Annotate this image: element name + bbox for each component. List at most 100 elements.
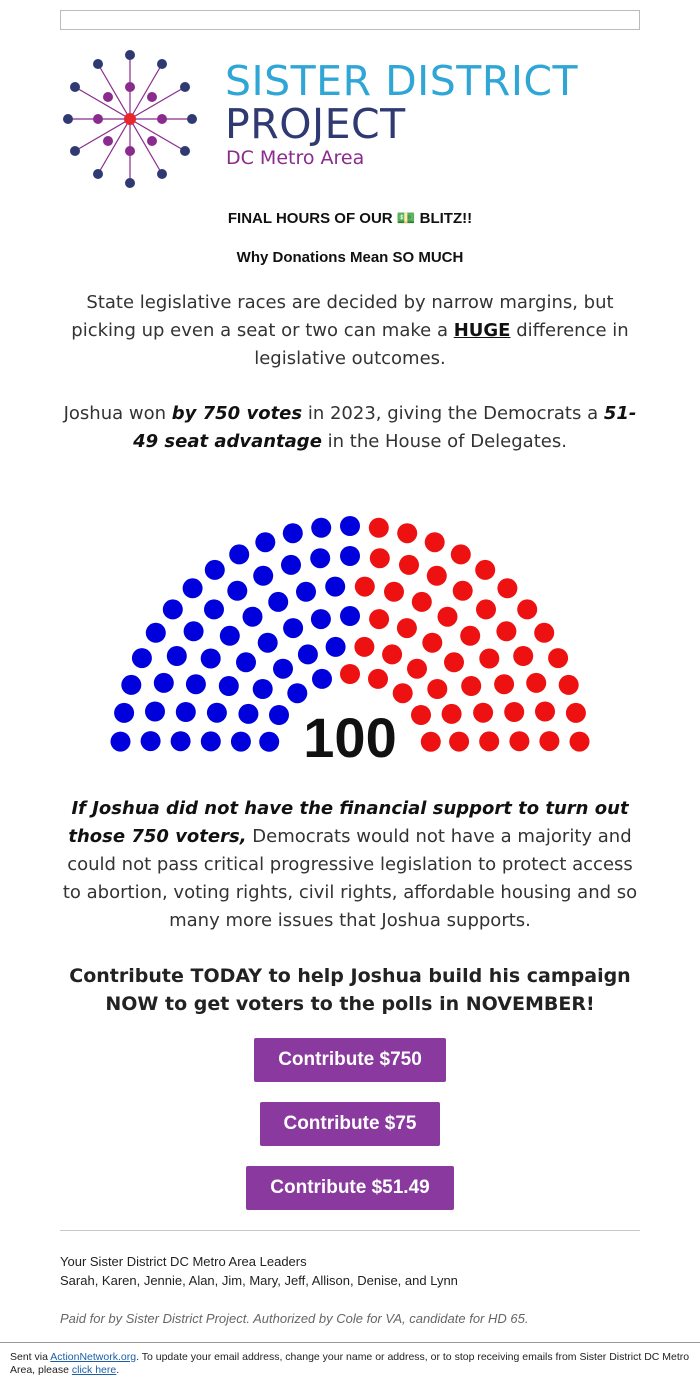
seat-democrat <box>236 652 256 673</box>
seat-democrat <box>312 668 332 689</box>
contribute-51-49-button[interactable]: Contribute $51.49 <box>246 1166 454 1210</box>
seat-republican <box>497 578 518 599</box>
seat-democrat <box>273 658 293 679</box>
seat-republican <box>368 517 389 538</box>
seat-democrat <box>131 648 152 669</box>
seat-democrat <box>175 702 196 722</box>
seat-republican <box>399 554 419 575</box>
seat-democrat <box>310 548 331 569</box>
logo-title-line2: PROJECT <box>225 100 406 148</box>
paragraph-financial-support-rest: Democrats would not have a majority and … <box>62 826 638 931</box>
leaders-block: Your Sister District DC Metro Area Leade… <box>60 1252 640 1290</box>
seat-republican <box>452 580 473 601</box>
seat-democrat <box>297 644 318 665</box>
seat-democrat <box>311 517 332 538</box>
seat-republican <box>479 731 500 752</box>
sister-district-logo: SISTER DISTRICT PROJECT DC Metro Area <box>60 45 640 195</box>
seat-democrat <box>170 731 191 752</box>
seat-republican <box>526 672 547 693</box>
text-span: Joshua won <box>63 403 172 424</box>
seat-republican <box>368 668 388 689</box>
footer-text: . To update your email address, change y… <box>10 1351 690 1376</box>
seat-republican <box>354 636 375 657</box>
footer-text: Sent via <box>10 1351 51 1363</box>
seat-democrat <box>325 576 346 597</box>
seat-democrat <box>242 606 263 627</box>
seat-republican <box>384 581 404 602</box>
seat-democrat <box>162 599 183 620</box>
paragraph-financial-support: If Joshua did not have the financial sup… <box>60 795 640 935</box>
seat-democrat <box>310 609 331 630</box>
paragraph-margins: State legislative races are decided by n… <box>60 289 640 373</box>
seat-democrat <box>145 622 166 643</box>
parliament-total-label: 100 <box>303 706 396 769</box>
footer-text: . <box>116 1364 120 1376</box>
headline-why-donations: Why Donations Mean SO MUCH <box>236 249 464 266</box>
seat-democrat <box>206 702 227 723</box>
seat-republican <box>340 664 360 684</box>
seat-republican <box>444 652 464 673</box>
seat-democrat <box>296 581 316 602</box>
seat-republican <box>354 576 375 597</box>
seat-republican <box>424 532 445 553</box>
seat-republican <box>411 705 431 725</box>
contribute-75-button[interactable]: Contribute $75 <box>260 1102 440 1146</box>
seat-republican <box>475 559 496 580</box>
call-to-action-heading: Contribute TODAY to help Joshua build hi… <box>69 965 631 1015</box>
seat-republican <box>411 591 432 612</box>
seat-democrat <box>340 546 360 566</box>
seat-republican <box>539 731 560 752</box>
seat-democrat <box>145 701 165 722</box>
email-footer: Sent via ActionNetwork.org. To update yo… <box>0 1342 700 1390</box>
seat-democrat <box>287 683 308 704</box>
seat-republican <box>369 609 390 630</box>
seat-democrat <box>204 559 225 580</box>
emphasis-750-votes: by 750 votes <box>171 403 303 424</box>
seat-republican <box>558 674 579 695</box>
seat-democrat <box>219 625 240 646</box>
emphasis-financial-support: If Joshua did not have the financial sup… <box>68 798 629 847</box>
seat-republican <box>437 606 458 627</box>
leaders-names: Sarah, Karen, Jennie, Alan, Jim, Mary, J… <box>60 1273 458 1288</box>
seat-democrat <box>281 554 301 575</box>
starburst-logo-icon <box>63 50 197 188</box>
seat-republican <box>509 731 530 752</box>
seat-democrat <box>268 591 289 612</box>
seat-democrat <box>182 578 203 599</box>
seat-democrat <box>166 646 187 666</box>
emphasis-seat-advantage: 51-49 seat advantage <box>133 403 637 452</box>
seat-republican <box>496 621 517 642</box>
seat-republican <box>479 648 500 669</box>
seat-republican <box>473 702 494 723</box>
seat-republican <box>534 622 555 643</box>
seat-democrat <box>200 731 221 752</box>
seat-republican <box>382 644 403 665</box>
header-image-placeholder <box>60 10 640 30</box>
seat-democrat <box>110 731 131 752</box>
seat-republican <box>441 703 462 724</box>
seat-republican <box>461 676 482 696</box>
seat-republican <box>494 674 515 695</box>
contribute-750-button[interactable]: Contribute $750 <box>254 1038 446 1082</box>
leaders-title: Your Sister District DC Metro Area Leade… <box>60 1254 307 1269</box>
headline-blitz: FINAL HOURS OF OUR 💵 BLITZ!! <box>227 210 473 227</box>
seat-republican <box>565 702 586 723</box>
seat-republican <box>460 625 481 646</box>
seat-democrat <box>255 532 276 553</box>
actionnetwork-link[interactable]: ActionNetwork.org <box>50 1351 137 1363</box>
emphasis-huge: HUGE <box>453 320 511 341</box>
paragraph-margins-after: difference in legislative outcomes. <box>254 320 629 369</box>
seat-republican <box>396 618 417 639</box>
seat-democrat <box>227 580 248 601</box>
seat-republican <box>548 648 569 669</box>
unsubscribe-link[interactable]: click here <box>71 1364 117 1376</box>
seat-republican <box>450 544 471 565</box>
logo-title-line1: SISTER DISTRICT <box>225 57 579 105</box>
logo-subtitle: DC Metro Area <box>226 147 365 169</box>
seat-democrat <box>252 679 273 699</box>
seat-republican <box>427 679 448 699</box>
seat-democrat <box>185 674 206 695</box>
parliament-chart: 100 <box>110 516 590 769</box>
seat-democrat <box>238 703 259 724</box>
seat-democrat <box>230 731 251 752</box>
